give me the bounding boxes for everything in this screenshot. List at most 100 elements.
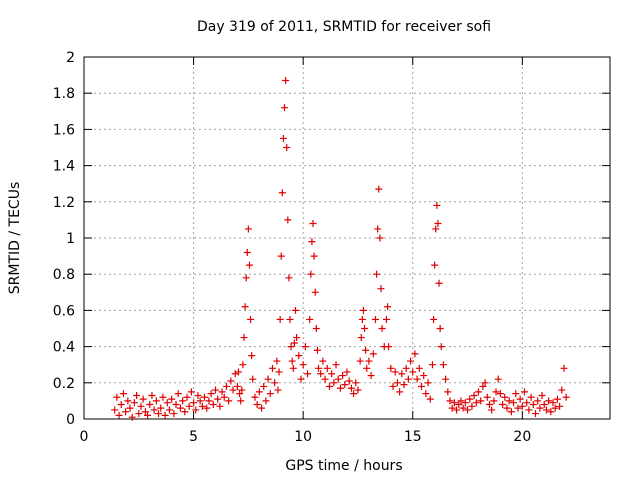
data-point (313, 346, 321, 354)
data-point (468, 402, 476, 410)
data-point (242, 274, 250, 282)
data-point (268, 364, 276, 372)
data-point (362, 346, 370, 354)
data-point (488, 406, 496, 414)
data-point (126, 404, 134, 412)
data-point (361, 325, 369, 332)
data-point (307, 270, 315, 278)
data-point (297, 375, 305, 383)
data-point (391, 368, 399, 376)
data-point (279, 134, 287, 142)
data-point (247, 315, 255, 323)
data-point (196, 397, 204, 405)
data-point (345, 377, 353, 385)
data-point (435, 279, 443, 287)
data-point (135, 410, 143, 418)
data-point (241, 303, 249, 311)
data-point (179, 397, 187, 405)
data-point (238, 386, 246, 394)
data-point (174, 390, 182, 398)
data-point (115, 411, 123, 419)
data-point (540, 401, 548, 409)
data-point (266, 390, 274, 398)
y-tick-label: 1.6 (53, 122, 75, 138)
data-point (201, 393, 209, 401)
data-point (472, 399, 480, 407)
data-point (161, 411, 169, 419)
data-point (281, 104, 289, 112)
data-point (525, 406, 533, 414)
data-point (385, 343, 393, 351)
data-point (527, 393, 535, 401)
data-point (496, 390, 504, 398)
data-point (144, 411, 152, 419)
data-point (431, 261, 439, 269)
data-point (185, 402, 193, 410)
data-point (284, 216, 292, 224)
data-point (271, 379, 279, 387)
x-axis-label: GPS time / hours (285, 458, 402, 474)
data-point (128, 413, 136, 421)
data-points (111, 77, 570, 421)
data-point (317, 370, 325, 378)
data-point (492, 388, 500, 396)
data-point (222, 382, 230, 390)
data-point (332, 361, 340, 369)
data-point (319, 357, 327, 365)
data-point (494, 375, 502, 383)
data-point (212, 386, 219, 394)
data-point (377, 285, 385, 293)
data-point (536, 404, 544, 412)
data-point (248, 352, 256, 360)
data-point (448, 404, 456, 412)
data-point (558, 386, 566, 394)
data-point (371, 315, 379, 323)
data-point (393, 379, 401, 387)
data-point (510, 399, 518, 407)
data-point (358, 315, 366, 323)
x-tick-label: 20 (513, 429, 531, 445)
data-point (291, 306, 299, 314)
data-point (187, 388, 195, 396)
data-point (373, 270, 381, 278)
data-point (334, 375, 342, 383)
data-point (325, 382, 333, 390)
data-point (534, 397, 542, 405)
data-point (285, 274, 293, 282)
data-point (507, 408, 515, 416)
data-point (309, 220, 317, 228)
data-point (455, 401, 463, 409)
data-point (545, 397, 553, 405)
data-point (308, 238, 316, 246)
data-point (227, 377, 235, 385)
data-point (249, 375, 257, 383)
data-point (428, 361, 436, 369)
data-point (521, 388, 529, 396)
data-point (402, 364, 410, 372)
data-point (203, 404, 211, 412)
data-point (459, 404, 467, 412)
data-point (165, 406, 173, 414)
data-point (315, 364, 323, 372)
data-point (277, 252, 285, 260)
data-point (214, 395, 222, 403)
data-point (216, 402, 224, 410)
data-point (288, 357, 296, 365)
data-point (236, 390, 244, 398)
x-tick-label: 5 (189, 429, 198, 445)
data-point (231, 370, 239, 378)
data-point (481, 379, 489, 387)
data-point (369, 350, 377, 358)
data-point (359, 306, 367, 314)
data-point (181, 408, 189, 416)
data-point (258, 404, 266, 412)
data-point (304, 370, 312, 378)
data-point (152, 397, 160, 405)
data-point (207, 390, 215, 398)
data-point (146, 401, 154, 409)
data-point (444, 388, 452, 396)
data-point (133, 391, 141, 399)
data-point (538, 391, 546, 399)
data-point (194, 391, 202, 399)
data-point (287, 343, 295, 351)
